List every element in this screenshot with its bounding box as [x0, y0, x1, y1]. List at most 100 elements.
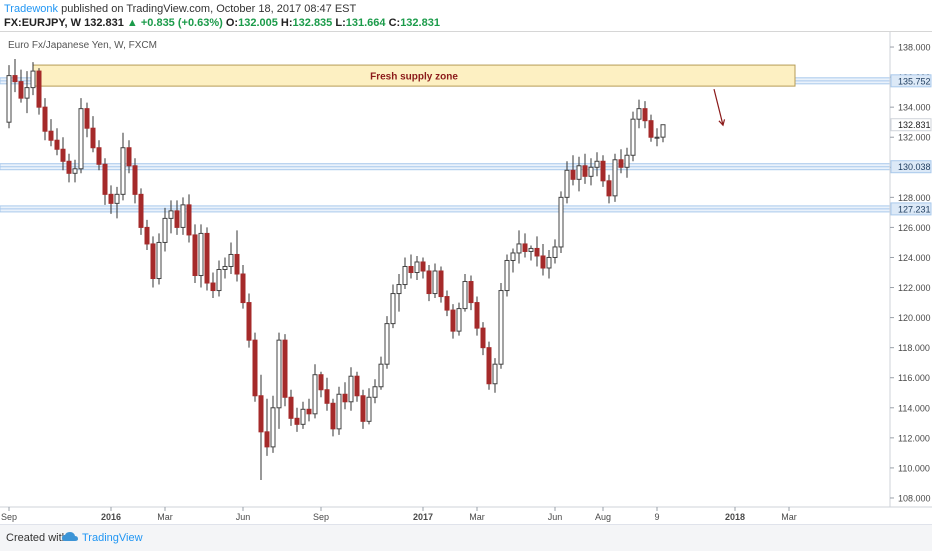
candle-body: [396, 284, 402, 295]
candle-body: [618, 159, 624, 168]
time-tick-label: 2017: [413, 512, 433, 522]
candle-body: [144, 226, 150, 245]
time-axis[interactable]: Sep 2016 Mar Jun Sep 2017 Mar Jun Aug 9 2018 Mar: [1, 507, 797, 522]
level-price-tag: [890, 74, 932, 88]
time-tick-label: Aug: [595, 512, 611, 522]
candle-body: [462, 281, 468, 310]
candle-body: [258, 395, 264, 433]
tradingview-brand-link[interactable]: TradingView: [82, 532, 143, 544]
footer-bar: Created with TradingView: [0, 524, 932, 551]
price-tick-label: 108.000: [898, 493, 931, 503]
candle-body: [102, 163, 108, 195]
symbol-name: FX:EURJPY, W: [4, 17, 82, 29]
level-price-tag: [890, 160, 932, 174]
candle-body: [570, 169, 576, 180]
candle-body: [522, 243, 528, 252]
candle-body: [174, 210, 180, 228]
time-tick-label: Sep: [313, 512, 329, 522]
price-tick-label: 128.000: [898, 193, 931, 203]
candle-body: [510, 252, 516, 261]
candle-body: [624, 154, 630, 168]
candle-body: [24, 87, 30, 99]
candle-body: [276, 339, 282, 409]
candle-body: [528, 247, 534, 252]
candle-body: [168, 210, 174, 219]
candle-body: [336, 393, 342, 430]
candle-body: [390, 293, 396, 325]
candle-body: [432, 270, 438, 295]
publication-info: Tradewonk published on TradingView.com, …: [4, 3, 356, 15]
candle-body: [288, 396, 294, 419]
candle-body: [420, 261, 426, 272]
candle-body: [378, 363, 384, 388]
candle-body: [372, 386, 378, 398]
candle-body: [300, 408, 306, 425]
candle-body: [342, 393, 348, 403]
candle-body: [564, 169, 570, 198]
candle-body: [210, 282, 216, 292]
price-tick-label: 134.000: [898, 103, 931, 113]
candle-body: [228, 253, 234, 267]
candle-body: [636, 108, 642, 120]
candle-body: [540, 255, 546, 269]
candle-body: [648, 120, 654, 138]
candle-body: [480, 327, 486, 349]
tradingview-cloud-icon[interactable]: [62, 531, 78, 543]
price-axis[interactable]: 108.000 110.000 112.000 114.000 116.000 118.0…: [890, 43, 932, 504]
candle-body: [456, 308, 462, 332]
candle-body: [114, 193, 120, 204]
chart-subtitle: Euro Fx/Japanese Yen, W, FXCM: [8, 40, 157, 51]
candle-body: [450, 309, 456, 332]
candle-body: [54, 139, 60, 150]
candle-body: [558, 196, 564, 248]
high-value: 132.835: [292, 17, 333, 29]
candle-body: [78, 108, 84, 170]
time-tick-label: Mar: [157, 512, 173, 522]
time-tick-label: Jun: [236, 512, 251, 522]
candle-body: [408, 265, 414, 274]
candle-body: [156, 241, 162, 280]
time-tick-label: Sep: [1, 512, 17, 522]
candle-body: [330, 402, 336, 430]
candle-body: [492, 363, 498, 385]
candle-body: [660, 124, 666, 138]
price-tick-label: 126.000: [898, 223, 931, 233]
high-label: H:: [280, 17, 293, 29]
candle-body: [324, 389, 330, 404]
candle-body: [234, 253, 240, 275]
price-tick-label: 118.000: [898, 343, 930, 353]
candle-body: [108, 193, 114, 204]
candle-body: [534, 247, 540, 257]
candle-body: [96, 147, 102, 165]
arrow-shaft: [713, 88, 724, 126]
candle-body: [348, 375, 354, 403]
supply-zone-label: Fresh supply zone: [370, 72, 458, 83]
candle-body: [654, 136, 660, 139]
candlestick-chart[interactable]: Euro Fx/Japanese Yen, W, FXCM Fresh supp…: [0, 32, 932, 523]
price-tick-label: 112.000: [898, 433, 930, 443]
candle-body: [246, 302, 252, 341]
price-tick-label: 124.000: [898, 253, 931, 263]
candle-body: [162, 217, 168, 243]
level-price-tag: [890, 202, 932, 216]
candle-body: [132, 165, 138, 195]
time-tick-label: 2018: [725, 512, 745, 522]
candle-body: [72, 168, 78, 174]
candle-body: [138, 193, 144, 228]
candle-body: [222, 265, 228, 270]
author-link[interactable]: Tradewonk: [4, 3, 59, 15]
candle-body: [84, 108, 90, 129]
price-tick-label: 122.000: [898, 283, 931, 293]
price-tick-label: 110.000: [898, 463, 930, 473]
chart-panel[interactable]: Euro Fx/Japanese Yen, W, FXCM Fresh supp…: [0, 31, 932, 523]
annotation-arrow: [713, 88, 726, 127]
low-value: 131.664: [345, 17, 386, 29]
candle-body: [120, 147, 126, 195]
candle-body: [306, 408, 312, 415]
time-tick-label: Mar: [781, 512, 797, 522]
last-price: 132.831: [84, 17, 124, 29]
candle-body: [384, 323, 390, 365]
time-tick-label: Mar: [469, 512, 485, 522]
candle-body: [90, 127, 96, 149]
candle-body: [414, 261, 420, 274]
